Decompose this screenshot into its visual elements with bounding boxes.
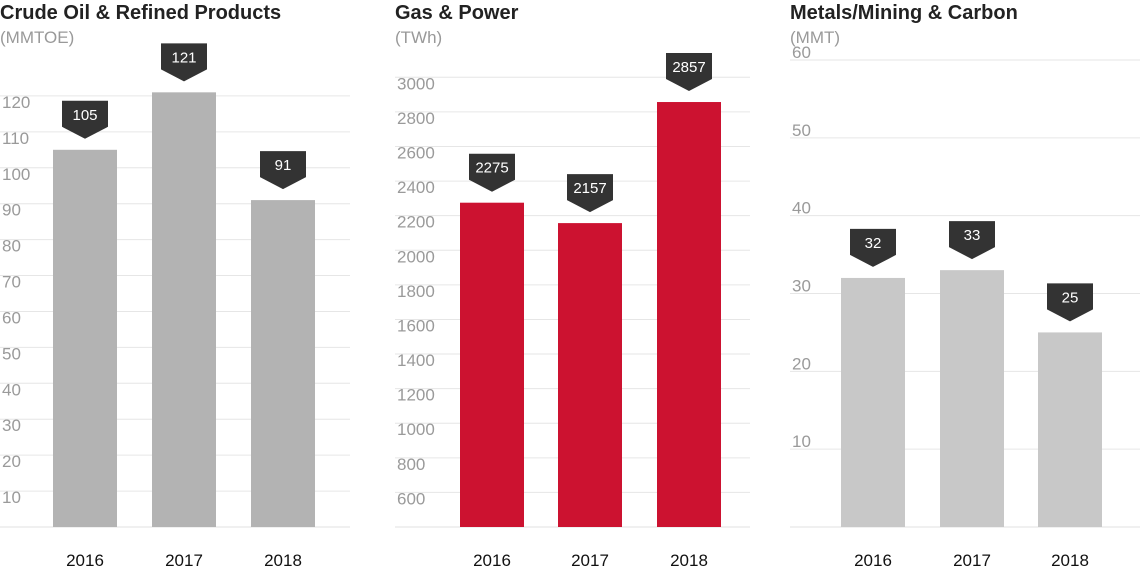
value-label: 121 <box>171 49 196 66</box>
y-tick-label: 800 <box>397 455 425 474</box>
chart-panel-gas-power: Gas & Power (TWh) 600 800 1000 1200 1400 1600… <box>395 0 750 570</box>
y-tick-label: 2200 <box>397 213 435 232</box>
value-callout <box>469 153 515 192</box>
y-tick-label: 40 <box>792 199 811 218</box>
y-tick-label: 3000 <box>397 74 435 93</box>
bar <box>460 202 524 527</box>
value-label: 32 <box>865 235 882 252</box>
value-label: 2157 <box>573 180 606 197</box>
value-callout <box>949 221 995 260</box>
y-tick-label: 80 <box>2 237 21 256</box>
y-tick-label: 2600 <box>397 143 435 162</box>
x-category-label: 2018 <box>1051 551 1089 570</box>
x-category-label: 2016 <box>473 551 511 570</box>
y-tick-label: 1400 <box>397 351 435 370</box>
y-tick-label: 1800 <box>397 282 435 301</box>
y-tick-label: 1000 <box>397 420 435 439</box>
y-tick-label: 600 <box>397 489 425 508</box>
y-tick-label: 70 <box>2 273 21 292</box>
y-tick-label: 40 <box>2 380 21 399</box>
y-tick-label: 120 <box>2 93 30 112</box>
x-category-label: 2018 <box>264 551 302 570</box>
bar <box>841 277 905 527</box>
value-callout <box>666 53 712 92</box>
y-tick-label: 30 <box>2 416 21 435</box>
y-tick-label: 30 <box>792 277 811 296</box>
bar <box>1038 332 1102 527</box>
chart-plot: 600 800 1000 1200 1400 1600 1800 2000 2200 2400 26… <box>395 53 750 570</box>
chart-title: Metals/Mining & Carbon <box>790 2 1018 24</box>
x-category-label: 2016 <box>66 551 104 570</box>
value-label: 2275 <box>475 160 508 177</box>
value-callout <box>567 174 613 213</box>
bar <box>251 200 315 527</box>
y-tick-label: 10 <box>792 432 811 451</box>
y-tick-label: 90 <box>2 201 21 220</box>
x-category-label: 2017 <box>165 551 203 570</box>
x-category-label: 2017 <box>953 551 991 570</box>
y-tick-label: 110 <box>2 129 29 148</box>
chart-title: Crude Oil & Refined Products <box>0 2 282 24</box>
value-callout <box>1047 283 1093 322</box>
x-category-label: 2017 <box>571 551 609 570</box>
value-callout <box>62 100 108 139</box>
x-category-label: 2018 <box>670 551 708 570</box>
y-tick-label: 20 <box>792 354 811 373</box>
value-callout <box>260 151 306 190</box>
value-label: 25 <box>1062 289 1079 306</box>
value-callout <box>161 43 207 82</box>
value-label: 33 <box>964 227 981 244</box>
chart-unit: (MMT) <box>790 28 841 47</box>
chart-panel-metals-mining: Metals/Mining & Carbon (MMT) 10 20 30 40 50 6… <box>790 0 1140 570</box>
y-tick-label: 1600 <box>397 316 435 335</box>
y-tick-label: 10 <box>2 488 21 507</box>
y-tick-label: 2800 <box>397 109 435 128</box>
chart-unit: (TWh) <box>395 28 443 47</box>
y-tick-label: 2000 <box>397 247 435 266</box>
bar <box>558 223 622 528</box>
y-tick-label: 60 <box>2 308 21 327</box>
y-tick-label: 50 <box>2 344 21 363</box>
value-label: 105 <box>72 107 97 124</box>
bar <box>53 149 117 528</box>
y-tick-label: 20 <box>2 452 21 471</box>
y-tick-label: 60 <box>792 43 811 62</box>
value-label: 2857 <box>672 59 705 76</box>
chart-plot: 10 20 30 40 50 60 32 2016 33 2017 25 2018 <box>790 43 1140 570</box>
chart-unit: (MMTOE) <box>0 28 75 47</box>
bar <box>152 92 216 527</box>
x-category-label: 2016 <box>854 551 892 570</box>
value-callout <box>850 228 896 267</box>
chart-plot: 10 20 30 40 50 60 70 80 90 100 110 120 105 2016 121 201… <box>0 43 350 570</box>
chart-panel-crude-oil: Crude Oil & Refined Products (MMTOE) 10 2… <box>0 0 352 570</box>
bar <box>657 102 721 527</box>
y-tick-label: 100 <box>2 165 30 184</box>
chart-title: Gas & Power <box>395 2 519 24</box>
value-label: 91 <box>275 157 292 174</box>
y-tick-label: 2400 <box>397 178 435 197</box>
y-tick-label: 1200 <box>397 386 435 405</box>
y-tick-label: 50 <box>792 121 811 140</box>
bar <box>940 270 1004 527</box>
